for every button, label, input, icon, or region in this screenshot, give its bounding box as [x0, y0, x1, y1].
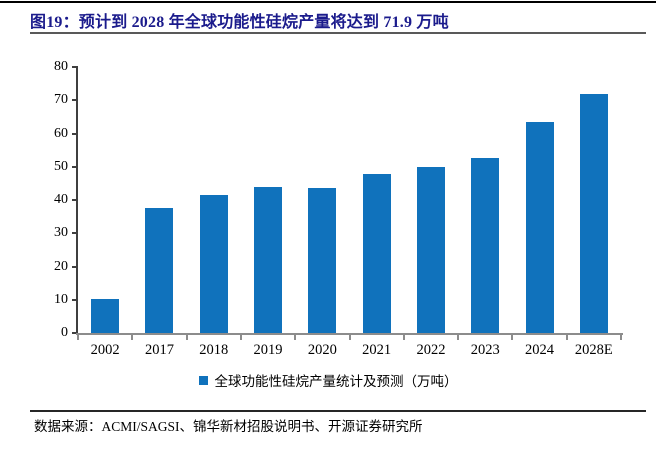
x-axis-label: 2018: [199, 342, 229, 358]
x-axis-tick: [620, 335, 622, 340]
x-axis-label: 2017: [144, 342, 174, 358]
y-axis-tick: [72, 165, 77, 168]
x-axis-label: 2024: [525, 342, 555, 358]
bar: [416, 167, 445, 333]
x-axis-tick: [185, 335, 188, 340]
y-axis-label: 40: [54, 192, 68, 207]
x-axis-tick: [131, 335, 134, 340]
chart-legend: 全球功能性硅烷产量统计及预测（万吨）: [0, 370, 656, 390]
x-axis-tick: [348, 335, 351, 340]
y-axis-label: 80: [54, 59, 68, 74]
y-axis-label: 50: [54, 158, 68, 174]
x-axis-label: 2023: [470, 342, 500, 358]
y-axis-label: 20: [54, 258, 68, 274]
y-axis-tick: [72, 332, 77, 334]
y-axis-line: [76, 66, 78, 335]
x-axis-tick: [77, 335, 79, 340]
legend-label: 全球功能性硅烷产量统计及预测（万吨）: [214, 374, 458, 389]
x-axis-tick: [239, 335, 242, 340]
x-axis-label: 2002: [90, 342, 120, 358]
x-axis-label: 2019: [253, 342, 283, 358]
bar: [308, 188, 337, 333]
x-axis-line: [76, 333, 623, 335]
bar: [471, 158, 500, 333]
x-axis-tick: [457, 335, 460, 340]
bar: [579, 93, 608, 333]
y-axis-label: 60: [54, 125, 68, 141]
x-axis-tick: [402, 335, 405, 340]
x-axis-label: 2022: [416, 342, 446, 358]
bar: [362, 174, 391, 333]
y-axis-tick: [72, 298, 77, 301]
title-underline: [30, 32, 646, 34]
y-axis-tick: [72, 132, 77, 135]
footer-divider-line: [30, 410, 646, 412]
bar: [199, 194, 228, 333]
y-axis-label: 10: [54, 291, 68, 307]
x-axis-tick: [565, 335, 568, 340]
y-axis-tick: [72, 199, 77, 201]
y-axis-tick: [72, 99, 77, 102]
x-axis-label: 2028E: [574, 342, 613, 358]
x-axis-label: 2021: [362, 342, 392, 358]
legend-color-swatch: [198, 375, 208, 385]
data-source-note: 数据来源：ACMI/SAGSI、锦华新材招股说明书、开源证券研究所: [34, 419, 423, 434]
y-axis-label: 0: [61, 325, 68, 340]
bar: [254, 186, 283, 333]
bar: [525, 121, 554, 333]
y-axis-label: 30: [54, 225, 68, 241]
y-axis-tick: [72, 265, 77, 268]
y-axis-tick: [72, 232, 77, 235]
y-axis-tick: [72, 66, 77, 68]
top-border-line: [0, 1, 656, 3]
y-axis-label: 70: [54, 92, 68, 108]
x-axis-tick: [511, 335, 514, 340]
bar: [91, 299, 120, 333]
bar: [145, 207, 174, 333]
figure-title: 图19：预计到 2028 年全球功能性硅烷产量将达到 71.9 万吨: [30, 14, 449, 31]
x-axis-label: 2020: [307, 342, 337, 358]
x-axis-tick: [294, 335, 297, 340]
